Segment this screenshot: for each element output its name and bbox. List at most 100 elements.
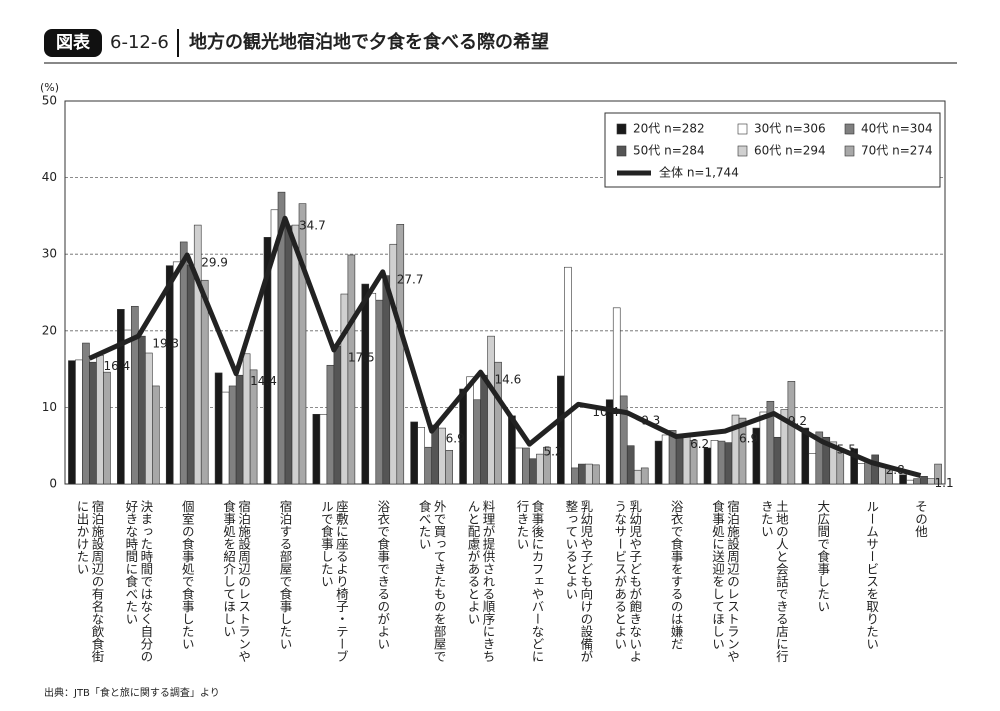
bar bbox=[585, 463, 593, 485]
legend-swatch bbox=[844, 123, 855, 135]
x-tick-label: 宿泊施設周辺の有名な飲食街に出かけたい bbox=[74, 500, 105, 663]
bar bbox=[424, 446, 432, 485]
legend-label: 30代 n=306 bbox=[754, 122, 826, 136]
bar bbox=[543, 446, 551, 485]
bar bbox=[200, 279, 209, 485]
value-label: 34.7 bbox=[299, 219, 326, 233]
bar bbox=[382, 275, 391, 485]
value-label: 1.1 bbox=[935, 476, 954, 490]
bar bbox=[871, 454, 879, 485]
value-label: 9.3 bbox=[641, 413, 660, 427]
bar bbox=[179, 241, 188, 485]
bar bbox=[193, 224, 202, 485]
value-label: 19.3 bbox=[152, 337, 179, 351]
line bbox=[88, 215, 922, 478]
value-label: 2.8 bbox=[886, 463, 905, 477]
bar bbox=[417, 427, 425, 485]
x-tick-label: 座敷に座るより椅子・テーブルで食事したい bbox=[318, 500, 349, 663]
legend-swatch bbox=[616, 123, 627, 135]
bar bbox=[284, 225, 293, 485]
bar bbox=[333, 345, 342, 485]
bar bbox=[186, 264, 195, 485]
bar bbox=[703, 447, 712, 485]
bar bbox=[612, 307, 621, 485]
bar bbox=[75, 359, 83, 485]
bar bbox=[138, 335, 146, 485]
bar bbox=[710, 440, 719, 485]
bar bbox=[152, 385, 160, 485]
bar bbox=[913, 478, 921, 485]
plot-frame bbox=[64, 100, 946, 485]
bar bbox=[661, 434, 670, 485]
bar bbox=[759, 411, 768, 485]
bar bbox=[626, 445, 635, 485]
legend-swatch bbox=[737, 123, 748, 135]
bar bbox=[787, 381, 796, 485]
bar bbox=[228, 385, 237, 485]
bar bbox=[172, 261, 181, 485]
bar bbox=[571, 467, 579, 485]
x-tick-label: 食事後にカフェやバーなどに行きたい bbox=[514, 500, 545, 663]
bar bbox=[242, 353, 251, 485]
value-label: 16.4 bbox=[103, 359, 130, 373]
bar bbox=[654, 440, 663, 485]
legend-label: 20代 n=282 bbox=[633, 122, 705, 136]
bar bbox=[717, 440, 726, 485]
value-label: 27.7 bbox=[397, 272, 424, 286]
bar bbox=[633, 469, 642, 485]
value-label: 6.9 bbox=[446, 432, 465, 446]
y-tick-label: 20 bbox=[42, 323, 57, 337]
bar bbox=[326, 364, 335, 485]
bar bbox=[592, 464, 600, 485]
value-label: 6.9 bbox=[739, 432, 758, 446]
x-tick-label: その他 bbox=[913, 500, 929, 538]
bar bbox=[375, 299, 384, 485]
bar bbox=[145, 352, 153, 485]
x-tick-label: 浴衣で食事できるのがよい bbox=[375, 500, 391, 650]
bar bbox=[738, 417, 747, 485]
bar bbox=[249, 369, 258, 485]
y-tick-label: 50 bbox=[42, 94, 57, 108]
bar bbox=[724, 442, 733, 485]
y-unit: (%) bbox=[40, 81, 59, 94]
bar bbox=[906, 479, 914, 485]
bar bbox=[808, 453, 817, 485]
bar bbox=[487, 335, 495, 485]
bar bbox=[131, 305, 139, 485]
bar bbox=[445, 449, 453, 485]
bar bbox=[557, 375, 565, 485]
x-tick-label: 宿泊施設周辺のレストランや食事処を紹介してほしい bbox=[221, 500, 252, 663]
value-label: 14.4 bbox=[250, 374, 277, 388]
bar bbox=[619, 395, 628, 485]
y-tick-label: 30 bbox=[42, 247, 57, 261]
legend-label: 70代 n=274 bbox=[861, 144, 933, 158]
bar bbox=[927, 478, 935, 485]
legend-swatch bbox=[737, 145, 748, 157]
bar bbox=[117, 309, 125, 485]
bar bbox=[564, 266, 572, 485]
bar bbox=[899, 474, 907, 485]
bar bbox=[515, 447, 523, 485]
bar bbox=[298, 203, 307, 485]
value-label: 5.2 bbox=[543, 445, 562, 459]
bar bbox=[319, 413, 328, 485]
value-label: 17.5 bbox=[348, 350, 375, 364]
bar bbox=[578, 463, 586, 485]
legend-swatch bbox=[616, 145, 627, 157]
y-tick-label: 0 bbox=[49, 477, 57, 491]
value-label: 10.4 bbox=[592, 405, 619, 419]
bar bbox=[473, 399, 481, 485]
bar bbox=[773, 436, 782, 485]
bar bbox=[103, 371, 111, 485]
bar bbox=[214, 372, 223, 485]
y-tick-label: 10 bbox=[42, 400, 57, 414]
bar bbox=[340, 293, 349, 485]
bar bbox=[934, 463, 942, 485]
bar bbox=[368, 292, 377, 485]
chart-title: 地方の観光地宿泊地で夕食を食べる際の希望 bbox=[189, 31, 549, 53]
bar bbox=[361, 283, 370, 485]
value-label: 9.2 bbox=[788, 414, 807, 428]
bar bbox=[82, 342, 90, 485]
bar bbox=[801, 427, 810, 485]
